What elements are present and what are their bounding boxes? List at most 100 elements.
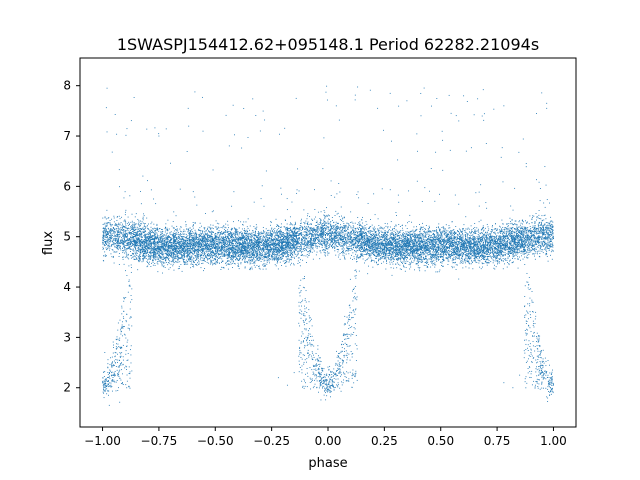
data-point	[469, 243, 471, 245]
data-point	[340, 245, 342, 247]
data-point	[106, 222, 108, 224]
data-point	[395, 246, 397, 248]
data-point	[130, 233, 132, 235]
data-point	[525, 339, 527, 341]
data-point	[445, 232, 447, 234]
data-point	[312, 258, 314, 260]
data-point	[458, 257, 460, 259]
data-point	[317, 234, 319, 236]
data-point	[532, 301, 534, 303]
data-point	[282, 248, 284, 249]
data-point	[392, 260, 394, 262]
data-point	[471, 259, 473, 261]
data-point	[403, 255, 405, 256]
data-point	[551, 384, 553, 386]
data-point	[461, 236, 463, 238]
data-point	[499, 231, 501, 233]
data-point	[202, 257, 204, 259]
data-point	[438, 252, 440, 254]
data-point	[185, 224, 187, 225]
data-point	[205, 244, 206, 246]
data-point	[299, 241, 301, 243]
data-point	[428, 231, 430, 233]
data-point	[316, 246, 318, 248]
data-point	[359, 235, 360, 237]
data-point	[457, 231, 459, 232]
data-point	[238, 254, 240, 256]
data-point	[361, 254, 363, 256]
data-point	[142, 251, 144, 253]
data-point	[542, 233, 544, 235]
data-point	[411, 233, 413, 235]
data-point	[407, 240, 408, 241]
data-point	[180, 226, 182, 228]
data-point	[536, 237, 538, 239]
data-point	[527, 368, 529, 369]
data-point	[413, 256, 415, 258]
data-point	[399, 252, 401, 254]
data-point	[322, 236, 323, 238]
data-point	[320, 227, 322, 229]
data-point	[231, 205, 233, 207]
data-point	[510, 237, 512, 239]
data-point	[119, 369, 121, 371]
data-point	[117, 231, 119, 233]
data-point	[187, 251, 189, 253]
data-point	[505, 242, 507, 244]
data-point	[355, 236, 357, 238]
data-point	[375, 231, 376, 233]
data-point	[520, 247, 522, 249]
data-point	[237, 243, 238, 244]
data-point	[423, 245, 425, 247]
data-point	[242, 241, 244, 243]
data-point	[211, 251, 213, 253]
data-point	[314, 379, 315, 381]
data-point	[163, 235, 164, 237]
data-point	[422, 254, 424, 256]
data-point	[290, 248, 292, 249]
data-point	[330, 370, 331, 372]
data-point	[180, 249, 182, 251]
data-point	[175, 255, 177, 257]
data-point	[491, 242, 493, 244]
data-point	[254, 266, 256, 268]
data-point	[335, 375, 337, 377]
data-point	[538, 224, 540, 226]
data-point	[550, 254, 551, 256]
data-point	[117, 361, 118, 363]
data-point	[116, 347, 118, 349]
data-point	[350, 248, 352, 250]
data-point	[359, 247, 361, 249]
data-point	[236, 257, 237, 259]
data-point	[146, 247, 148, 249]
data-point	[349, 304, 351, 306]
data-point	[229, 232, 231, 234]
data-point	[184, 246, 185, 248]
data-point	[135, 254, 137, 256]
data-point	[454, 253, 456, 255]
data-point	[269, 240, 271, 242]
data-point	[330, 230, 332, 232]
data-point	[167, 240, 169, 242]
data-point	[114, 235, 116, 237]
data-point	[438, 244, 440, 246]
data-point	[137, 234, 139, 235]
data-point	[436, 229, 438, 231]
data-point	[310, 228, 311, 230]
data-point	[227, 229, 229, 231]
data-point	[538, 337, 540, 339]
data-point	[402, 227, 403, 229]
data-point	[466, 242, 468, 244]
data-point	[274, 244, 276, 246]
data-point	[105, 229, 107, 231]
data-point	[202, 235, 204, 237]
data-point	[260, 233, 262, 235]
data-point	[458, 243, 460, 245]
data-point	[526, 321, 528, 322]
data-point	[280, 223, 282, 225]
data-point	[535, 237, 537, 239]
data-point	[332, 247, 333, 249]
data-point	[528, 242, 530, 244]
data-point	[109, 382, 111, 384]
data-point	[152, 246, 154, 248]
